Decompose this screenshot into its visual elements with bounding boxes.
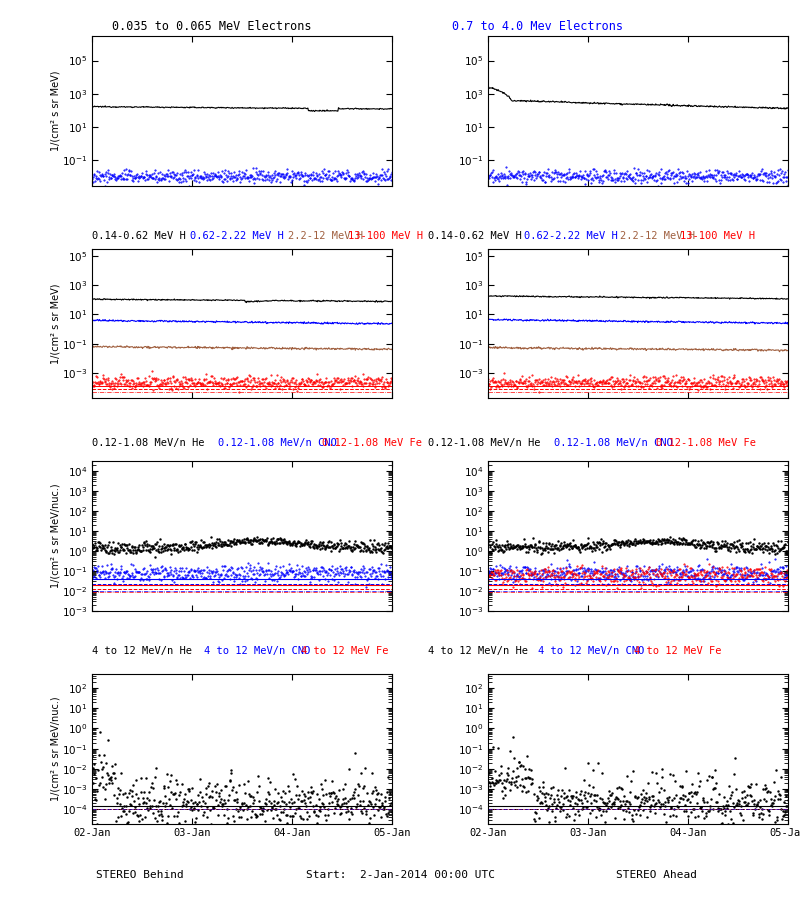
Text: 13-100 MeV H: 13-100 MeV H — [348, 231, 423, 241]
Text: 4 to 12 MeV Fe: 4 to 12 MeV Fe — [301, 646, 388, 656]
Text: STEREO Ahead: STEREO Ahead — [615, 870, 697, 880]
Text: 2.2-12 MeV H: 2.2-12 MeV H — [288, 231, 363, 241]
Text: 0.14-0.62 MeV H: 0.14-0.62 MeV H — [428, 231, 522, 241]
Y-axis label: 1/(cm² s sr MeV/nuc.): 1/(cm² s sr MeV/nuc.) — [50, 697, 60, 801]
Text: 0.62-2.22 MeV H: 0.62-2.22 MeV H — [190, 231, 283, 241]
Text: 0.14-0.62 MeV H: 0.14-0.62 MeV H — [92, 231, 186, 241]
Text: 0.12-1.08 MeV/n CNO: 0.12-1.08 MeV/n CNO — [218, 438, 337, 448]
Text: 4 to 12 MeV/n He: 4 to 12 MeV/n He — [428, 646, 528, 656]
Text: 0.12-1.08 MeV/n He: 0.12-1.08 MeV/n He — [428, 438, 541, 448]
Y-axis label: 1/(cm² s sr MeV): 1/(cm² s sr MeV) — [50, 70, 60, 151]
Text: 0.12-1.08 MeV Fe: 0.12-1.08 MeV Fe — [322, 438, 422, 448]
Text: 0.035 to 0.065 MeV Electrons: 0.035 to 0.065 MeV Electrons — [112, 21, 311, 33]
Text: STEREO Behind: STEREO Behind — [96, 870, 184, 880]
Text: 4 to 12 MeV/n CNO: 4 to 12 MeV/n CNO — [538, 646, 644, 656]
Text: 0.12-1.08 MeV/n CNO: 0.12-1.08 MeV/n CNO — [554, 438, 673, 448]
Text: Start:  2-Jan-2014 00:00 UTC: Start: 2-Jan-2014 00:00 UTC — [306, 870, 494, 880]
Text: 4 to 12 MeV/n He: 4 to 12 MeV/n He — [92, 646, 192, 656]
Text: 0.7 to 4.0 Mev Electrons: 0.7 to 4.0 Mev Electrons — [452, 21, 623, 33]
Text: 4 to 12 MeV/n CNO: 4 to 12 MeV/n CNO — [204, 646, 310, 656]
Y-axis label: 1/(cm² s sr MeV/nuc.): 1/(cm² s sr MeV/nuc.) — [50, 483, 60, 589]
Text: 13-100 MeV H: 13-100 MeV H — [680, 231, 755, 241]
Text: 0.12-1.08 MeV Fe: 0.12-1.08 MeV Fe — [656, 438, 756, 448]
Text: 2.2-12 MeV H: 2.2-12 MeV H — [620, 231, 695, 241]
Text: 0.12-1.08 MeV/n He: 0.12-1.08 MeV/n He — [92, 438, 205, 448]
Text: 0.62-2.22 MeV H: 0.62-2.22 MeV H — [524, 231, 618, 241]
Text: 4 to 12 MeV Fe: 4 to 12 MeV Fe — [634, 646, 722, 656]
Y-axis label: 1/(cm² s sr MeV): 1/(cm² s sr MeV) — [50, 284, 60, 364]
